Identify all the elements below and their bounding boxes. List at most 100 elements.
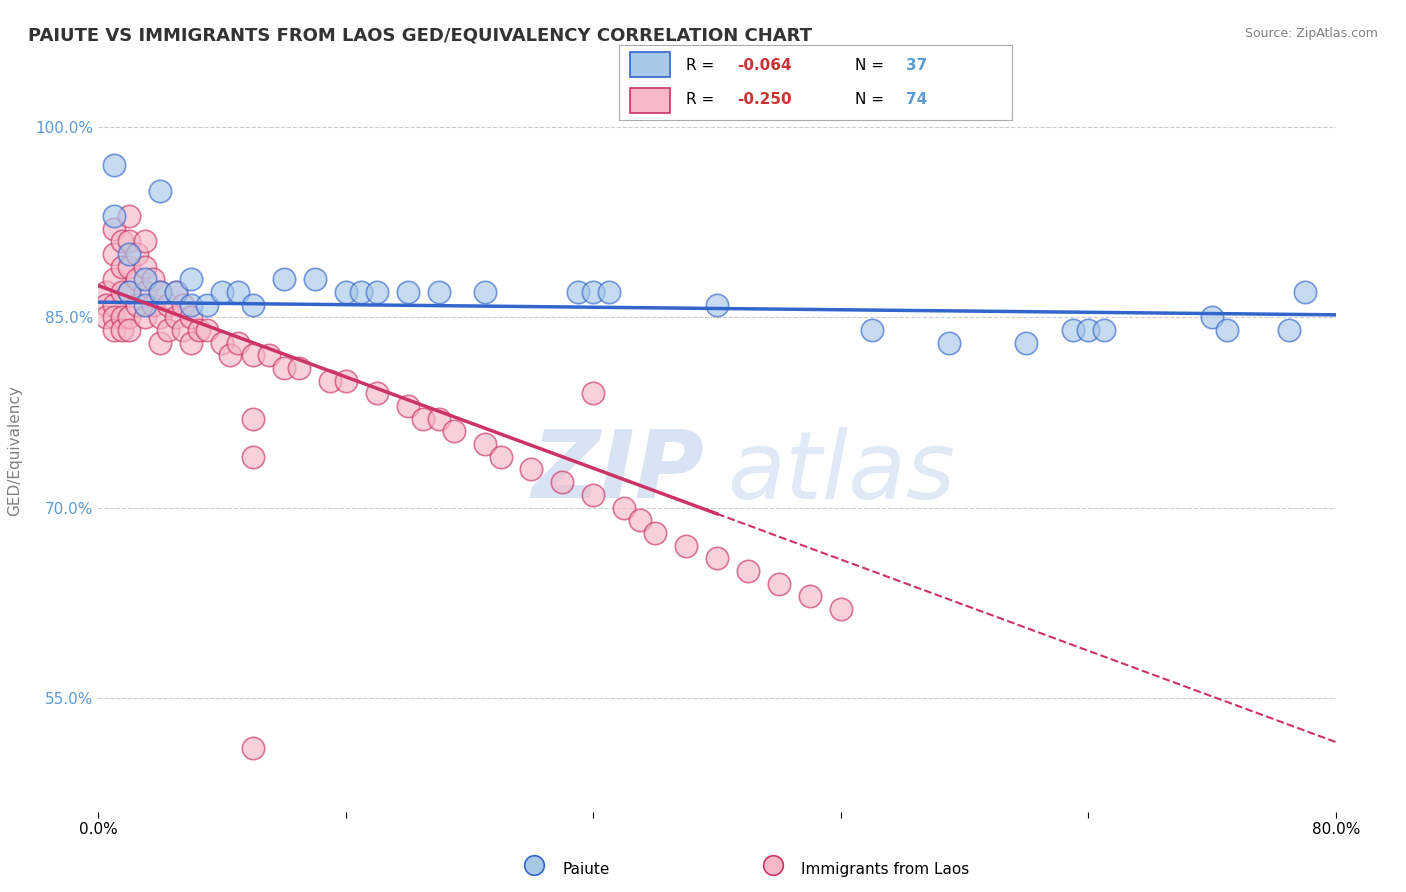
Point — [134, 298, 156, 312]
Point — [141, 272, 165, 286]
Point — [149, 184, 172, 198]
Text: 74: 74 — [905, 93, 928, 107]
Point — [211, 335, 233, 350]
Point — [675, 539, 697, 553]
Point — [706, 551, 728, 566]
Point — [489, 450, 512, 464]
Point — [103, 272, 125, 286]
Point — [799, 589, 821, 603]
Point — [118, 209, 141, 223]
Point — [111, 310, 132, 325]
Point — [157, 298, 180, 312]
Point — [111, 235, 132, 249]
Point — [103, 298, 125, 312]
Point — [1278, 323, 1301, 337]
Point — [628, 513, 651, 527]
Text: R =: R = — [686, 93, 718, 107]
Point — [1294, 285, 1316, 299]
Point — [567, 285, 589, 299]
Text: -0.250: -0.250 — [737, 93, 792, 107]
Text: atlas: atlas — [727, 426, 955, 517]
Point — [1062, 323, 1084, 337]
Point — [96, 298, 118, 312]
Point — [165, 310, 187, 325]
Point — [103, 209, 125, 223]
Point — [257, 348, 280, 362]
Point — [242, 741, 264, 756]
Point — [157, 323, 180, 337]
Point — [1216, 323, 1239, 337]
Point — [242, 348, 264, 362]
Point — [706, 298, 728, 312]
Point — [242, 411, 264, 425]
Point — [242, 298, 264, 312]
Point — [103, 247, 125, 261]
Point — [396, 399, 419, 413]
Text: N =: N = — [855, 58, 889, 72]
Text: 37: 37 — [905, 58, 928, 72]
Point — [443, 425, 465, 439]
Point — [118, 247, 141, 261]
Point — [830, 602, 852, 616]
Point — [319, 374, 342, 388]
Point — [768, 576, 790, 591]
Point — [1015, 335, 1038, 350]
Point — [111, 285, 132, 299]
Point — [412, 411, 434, 425]
Point — [1092, 323, 1115, 337]
Point — [103, 158, 125, 172]
Point — [180, 298, 202, 312]
Point — [273, 272, 295, 286]
Text: ZIP: ZIP — [531, 426, 704, 518]
Point — [195, 298, 218, 312]
Point — [149, 285, 172, 299]
Point — [118, 260, 141, 274]
Text: R =: R = — [686, 58, 718, 72]
Point — [335, 374, 357, 388]
Point — [172, 298, 194, 312]
Point — [427, 411, 450, 425]
Point — [366, 386, 388, 401]
Point — [127, 298, 149, 312]
Point — [582, 285, 605, 299]
Point — [938, 335, 960, 350]
Point — [335, 285, 357, 299]
Point — [582, 386, 605, 401]
Point — [118, 285, 141, 299]
Point — [226, 285, 249, 299]
Point — [273, 361, 295, 376]
Point — [134, 285, 156, 299]
Point — [860, 323, 883, 337]
Point — [165, 285, 187, 299]
Point — [180, 272, 202, 286]
Point — [195, 323, 218, 337]
FancyBboxPatch shape — [630, 87, 669, 112]
Point — [134, 272, 156, 286]
Point — [96, 285, 118, 299]
Point — [134, 260, 156, 274]
Point — [350, 285, 373, 299]
Point — [366, 285, 388, 299]
Point — [644, 525, 666, 540]
Point — [127, 272, 149, 286]
Text: Paiute: Paiute — [562, 863, 610, 877]
Point — [118, 323, 141, 337]
Point — [474, 437, 496, 451]
Point — [127, 247, 149, 261]
Point — [96, 310, 118, 325]
Point — [523, 858, 546, 872]
Point — [118, 310, 141, 325]
Text: Immigrants from Laos: Immigrants from Laos — [801, 863, 970, 877]
FancyBboxPatch shape — [630, 52, 669, 78]
Point — [582, 488, 605, 502]
Point — [242, 450, 264, 464]
Point — [598, 285, 620, 299]
Point — [211, 285, 233, 299]
Point — [134, 235, 156, 249]
Point — [1077, 323, 1099, 337]
Point — [149, 285, 172, 299]
Point — [141, 298, 165, 312]
Point — [427, 285, 450, 299]
Point — [165, 285, 187, 299]
Point — [180, 310, 202, 325]
